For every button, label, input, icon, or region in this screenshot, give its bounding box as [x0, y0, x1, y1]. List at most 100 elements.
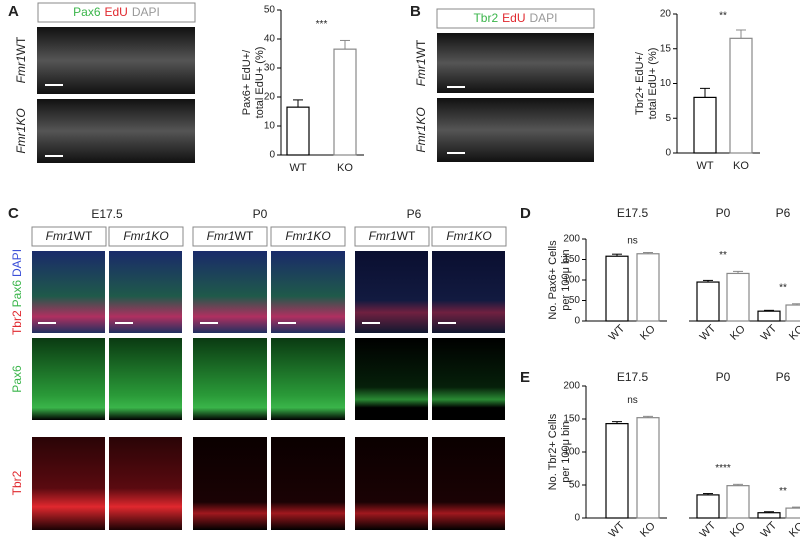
genotype-label: Fmr1KO	[446, 229, 491, 243]
y-tick-label: 0	[665, 148, 671, 159]
row-label: Tbr2	[10, 470, 24, 495]
image	[32, 338, 105, 420]
image	[109, 437, 182, 530]
image	[437, 98, 594, 162]
bar	[785, 507, 800, 519]
x-tick-label: KO	[638, 520, 658, 540]
y-tick-label: 50	[569, 480, 581, 491]
stage-label: E17.5	[91, 207, 123, 221]
y-tick-label: 100	[563, 447, 580, 458]
x-tick-label: WT	[759, 322, 780, 343]
text-run: Fmr1	[369, 229, 397, 243]
genotype-label: Fmr1KO	[414, 107, 428, 152]
bar	[696, 281, 720, 322]
row-label: Pax6	[10, 365, 24, 393]
group-label: P0	[716, 206, 731, 220]
x-tick-label: KO	[728, 323, 748, 343]
genotype-label: Fmr1WT	[14, 36, 28, 83]
y-axis-label: No. Tbr2+ Cells	[547, 413, 559, 490]
stain-header	[436, 8, 595, 29]
x-tick-label: WT	[289, 162, 306, 174]
stage-label: P6	[407, 207, 422, 221]
significance: **	[719, 11, 727, 22]
significance: ns	[627, 395, 638, 406]
text-run: Pax6	[10, 365, 24, 393]
y-axis-label: Pax6+ EdU+/	[241, 49, 253, 115]
x-tick-label: KO	[337, 162, 353, 174]
text-run: DAPI	[10, 249, 24, 277]
text-run: Pax6	[73, 5, 101, 19]
genotype-label: Fmr1WT	[369, 229, 416, 243]
text-run: Fmr1KO	[123, 229, 168, 243]
x-tick-label: KO	[787, 520, 800, 540]
group-label: E17.5	[617, 370, 649, 384]
significance: **	[719, 250, 727, 261]
bar	[286, 106, 310, 156]
genotype-label: Fmr1WT	[414, 39, 428, 86]
group-label: P6	[776, 370, 791, 384]
bar	[785, 304, 800, 322]
image	[109, 338, 182, 420]
y-tick-label: 15	[660, 43, 672, 54]
x-tick-label: WT	[698, 519, 719, 540]
significance: ***	[316, 19, 328, 30]
column-header	[108, 226, 184, 247]
y-tick-label: 150	[563, 254, 580, 265]
text-run: WT	[414, 39, 428, 58]
y-tick-label: 50	[569, 295, 581, 306]
column-header	[431, 226, 507, 247]
bar	[726, 272, 750, 322]
image	[432, 338, 505, 420]
y-tick-label: 200	[563, 381, 580, 392]
panel-letter: A	[8, 3, 19, 20]
panel-letter: B	[410, 3, 421, 20]
y-tick-label: 5	[665, 113, 671, 124]
bar	[333, 48, 357, 156]
bar	[636, 417, 660, 519]
group-label: P6	[776, 206, 791, 220]
column-header	[31, 226, 107, 247]
y-tick-label: 20	[264, 92, 276, 103]
text-run: WT	[14, 36, 28, 55]
text-run: EdU	[105, 5, 128, 19]
genotype-label: Fmr1WT	[207, 229, 254, 243]
bar	[693, 96, 717, 154]
image	[37, 27, 195, 94]
image	[193, 437, 267, 530]
image	[432, 437, 505, 530]
text-run: Tbr2	[10, 310, 24, 335]
image	[355, 251, 428, 333]
bar	[696, 494, 720, 519]
text-run: Fmr1	[207, 229, 235, 243]
panel-letter: C	[8, 205, 19, 222]
image	[355, 338, 428, 420]
panel-letter: E	[520, 369, 530, 386]
bar	[757, 310, 781, 322]
x-tick-label: KO	[787, 323, 800, 343]
bar	[757, 512, 781, 519]
y-tick-label: 10	[264, 121, 276, 132]
image	[355, 437, 428, 530]
text-run: Fmr1	[414, 58, 428, 86]
significance: ****	[715, 463, 731, 474]
y-tick-label: 10	[660, 78, 672, 89]
row-label: Tbr2 Pax6 DAPI	[10, 249, 24, 335]
y-tick-label: 150	[563, 414, 580, 425]
image	[437, 33, 594, 93]
text-run: Fmr1	[14, 55, 28, 83]
x-tick-label: KO	[638, 323, 658, 343]
stage-label: P0	[253, 207, 268, 221]
y-tick-label: 200	[563, 234, 580, 245]
column-header	[354, 226, 430, 247]
bar	[726, 485, 750, 519]
text-run: WT	[235, 229, 254, 243]
image	[432, 251, 505, 333]
stain-label: Tbr2 EdU DAPI	[473, 11, 557, 25]
panel-letter: D	[520, 205, 531, 222]
text-run: WT	[397, 229, 416, 243]
y-tick-label: 30	[264, 63, 276, 74]
significance: ns	[627, 236, 638, 247]
y-axis-label: Tbr2+ EdU+/	[634, 51, 646, 115]
y-axis-label: per 100μ bin	[560, 249, 572, 310]
